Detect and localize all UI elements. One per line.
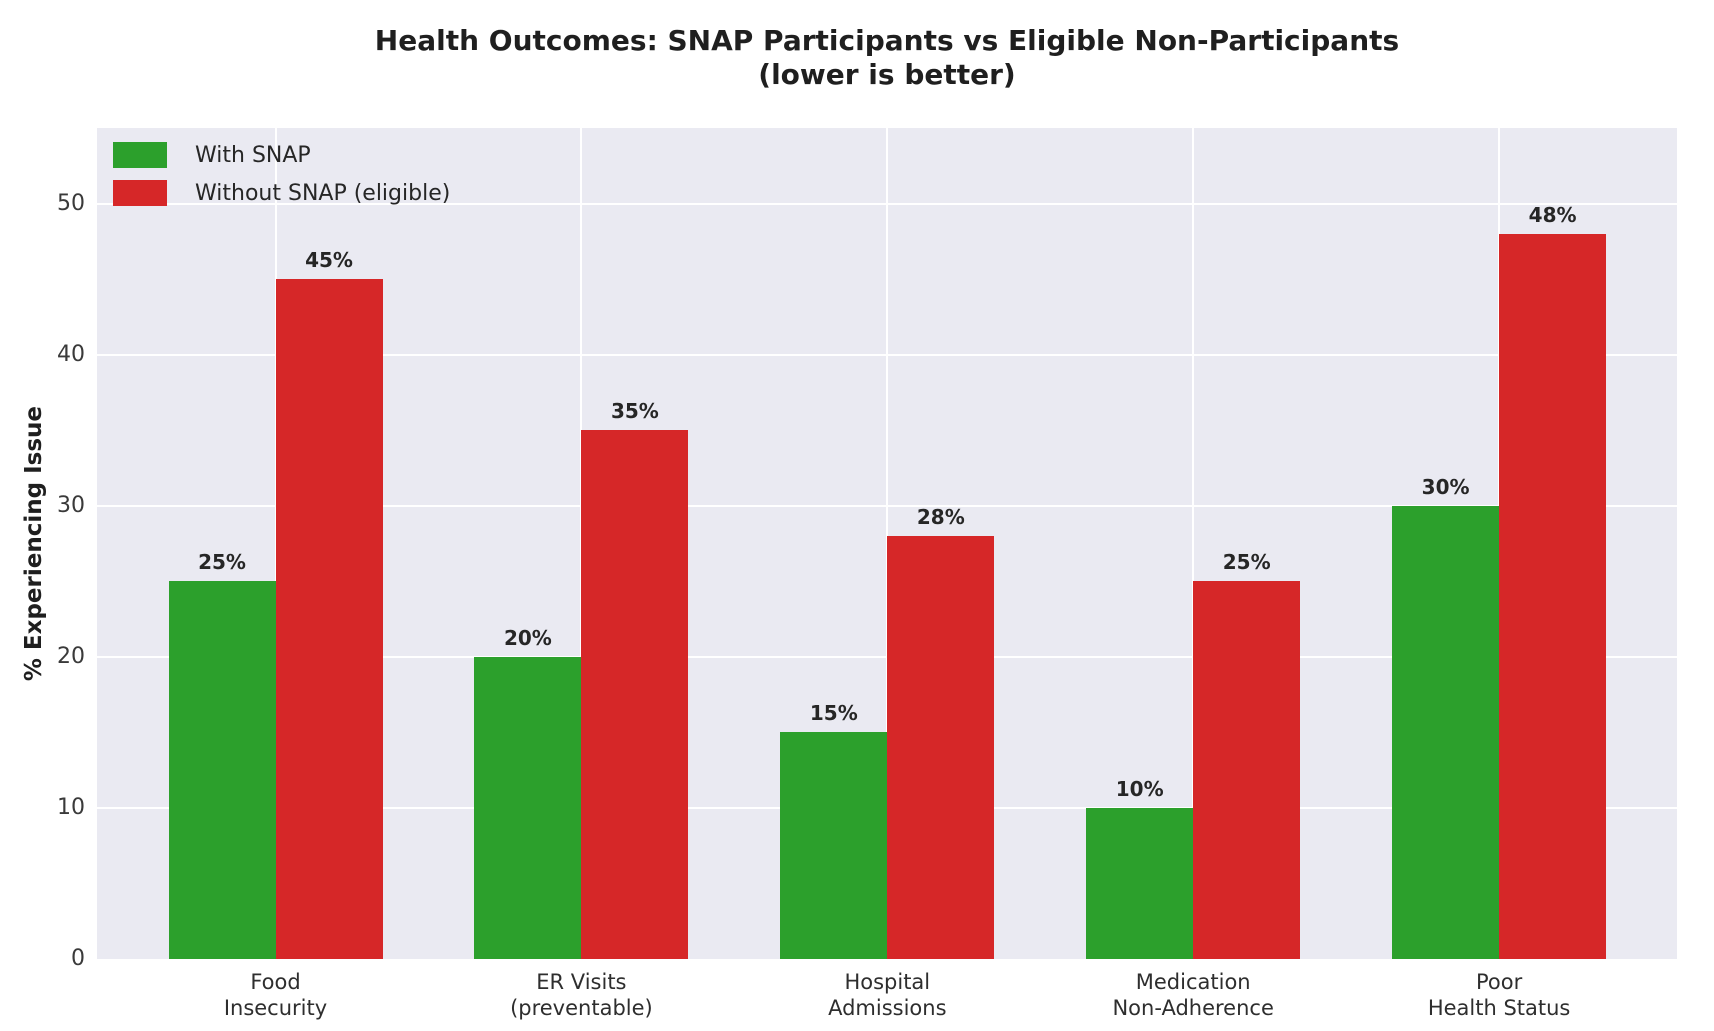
bar-without-snap-eligible-medication-non-adherence [1193,581,1301,959]
x-tick-label-hospital-admissions: Hospital Admissions [828,970,947,1020]
bar-without-snap-eligible-food-insecurity [275,279,383,959]
y-tick-label-10: 10 [57,794,85,820]
bar-value-label-with-snap-poor-health-status: 30% [1421,474,1470,499]
legend-swatch-with-snap [113,142,167,168]
bar-without-snap-eligible-poor-health-status [1499,233,1607,959]
bar-value-label-with-snap-hospital-admissions: 15% [809,701,858,726]
bar-with-snap-medication-non-adherence [1086,807,1194,959]
y-tick-label-20: 20 [57,643,85,669]
bar-value-label-with-snap-medication-non-adherence: 10% [1115,776,1164,801]
legend-label-without-snap: Without SNAP (eligible) [195,180,451,206]
bar-with-snap-hospital-admissions [780,732,888,959]
plot-area: 25% 45% 20% 35% 15% 28% 10% 25% 30% 48% Food Insec… [97,128,1677,1020]
bar-value-label-without-snap-eligible-medication-non-adherence: 25% [1222,550,1271,575]
chart-title-line2: (lower is better) [758,58,1016,91]
legend-item-without-snap: Without SNAP (eligible) [113,180,450,206]
y-tick-label-0: 0 [71,946,85,971]
gridline-x-medication-non-adherence [1192,128,1195,959]
y-axis-label-wrap: % Experiencing Issue [12,128,56,959]
bar-value-label-without-snap-eligible-hospital-admissions: 28% [916,504,965,529]
x-tick-label-poor-health-status: Poor Health Status [1427,970,1571,1020]
bar-value-label-without-snap-eligible-food-insecurity: 45% [305,248,353,273]
chart-title: Health Outcomes: SNAP Participants vs El… [97,24,1677,92]
x-tick-label-medication-non-adherence: Medication Non-Adherence [1112,970,1274,1020]
chart-title-line1: Health Outcomes: SNAP Participants vs El… [374,24,1400,57]
y-axis-label: % Experiencing Issue [21,405,47,682]
legend-item-with-snap: With SNAP [113,142,450,168]
legend-label-with-snap: With SNAP [195,142,311,168]
legend-swatch-without-snap [113,180,167,206]
y-tick-label-50: 50 [57,190,85,216]
bar-value-label-without-snap-eligible-poor-health-status: 48% [1528,202,1577,227]
bar-value-label-with-snap-er-visits-preventable: 20% [503,625,552,650]
bar-with-snap-food-insecurity [168,581,276,959]
x-tick-label-er-visits-preventable: ER Visits (preventable) [510,970,653,1020]
bar-with-snap-poor-health-status [1392,505,1500,959]
legend: With SNAP Without SNAP (eligible) [113,142,450,206]
bar-value-label-without-snap-eligible-er-visits-preventable: 35% [610,399,659,424]
x-tick-label-food-insecurity: Food Insecurity [223,970,328,1020]
bar-without-snap-eligible-er-visits-preventable [581,430,689,959]
bar-without-snap-eligible-hospital-admissions [887,535,995,959]
bar-value-label-with-snap-food-insecurity: 25% [198,550,246,575]
bar-with-snap-er-visits-preventable [474,656,582,959]
y-tick-label-40: 40 [57,341,85,367]
y-tick-label-30: 30 [57,492,85,518]
